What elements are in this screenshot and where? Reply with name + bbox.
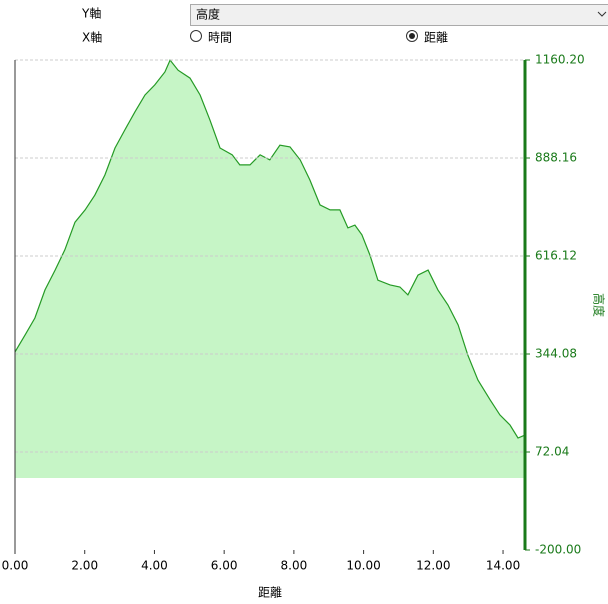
radio-label[interactable]: 距離	[424, 31, 448, 45]
y-axis-title: 高度	[592, 293, 607, 317]
y-tick-label: -200.00	[535, 543, 581, 557]
y-axis-select-label: Y軸	[81, 7, 101, 21]
x-axis-select-label: X軸	[82, 31, 102, 45]
x-axis-title: 距離	[258, 586, 282, 600]
area-fill	[15, 60, 525, 478]
x-tick-label: 0.00	[2, 559, 29, 573]
radio-button[interactable]	[190, 30, 202, 42]
dropdown-arrow[interactable]	[597, 11, 607, 17]
x-tick-label: 4.00	[141, 559, 168, 573]
x-tick-label: 10.00	[346, 559, 380, 573]
y-tick-label: 344.08	[535, 347, 577, 361]
y-axis-dropdown[interactable]	[190, 4, 608, 26]
x-tick-label: 12.00	[416, 559, 450, 573]
x-tick-label: 14.00	[486, 559, 520, 573]
area-line	[14, 58, 526, 439]
x-tick-label: 6.00	[211, 559, 238, 573]
y-tick-label: 888.16	[535, 151, 577, 165]
y-tick-label: 1160.20	[535, 53, 585, 67]
y-axis-dropdown-value[interactable]: 高度	[196, 7, 220, 22]
y-tick-label: 616.12	[535, 249, 577, 263]
x-tick-label: 2.00	[71, 559, 98, 573]
x-tick-label: 8.00	[281, 559, 308, 573]
radio-label[interactable]: 時間	[208, 31, 232, 45]
radio-dot[interactable]	[409, 33, 415, 39]
y-tick-label: 72.04	[535, 445, 569, 459]
